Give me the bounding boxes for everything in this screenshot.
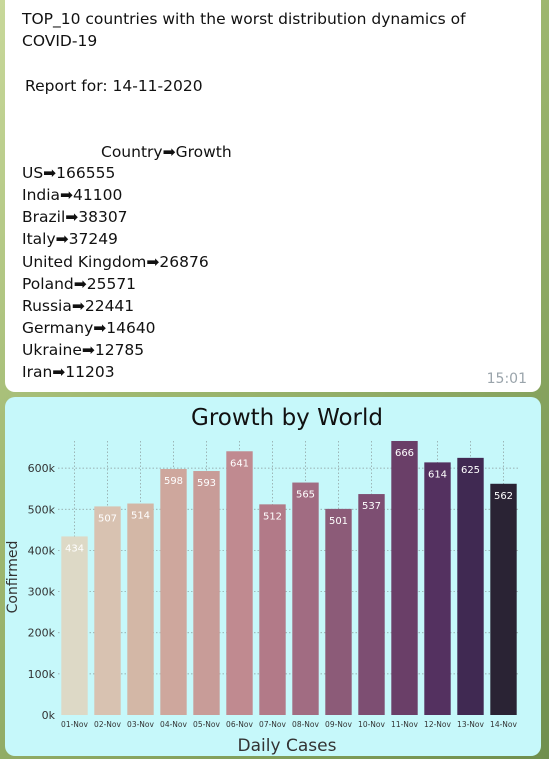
x-axis-label: Daily Cases — [238, 736, 337, 756]
bar-02-Nov — [94, 506, 121, 715]
bar-value-label: 614 — [428, 469, 447, 480]
y-tick-label: 400k — [28, 544, 56, 557]
message-title-line1: TOP_10 countries with the worst distribu… — [22, 10, 466, 28]
x-tick-label: 06-Nov — [226, 720, 253, 729]
bar-12-Nov — [424, 462, 451, 715]
chart-title: Growth by World — [191, 405, 383, 431]
x-tick-label: 11-Nov — [391, 720, 418, 729]
bar-value-label: 593 — [197, 478, 216, 489]
x-tick-label: 14-Nov — [490, 720, 517, 729]
bar-value-label: 598 — [164, 476, 183, 487]
chart-image[interactable]: Growth by World 0k 100k 200k 300k 400k 500k 600… — [5, 397, 541, 756]
report-date: Report for: 14-11-2020 — [25, 77, 203, 95]
list-item: Ukraine➡12785 — [22, 341, 145, 359]
x-tick-label: 13-Nov — [457, 720, 484, 729]
x-tick-label: 03-Nov — [127, 720, 154, 729]
x-tick-label: 01-Nov — [61, 720, 88, 729]
bar-13-Nov — [457, 457, 484, 715]
x-tick-label: 10-Nov — [358, 720, 385, 729]
bar-06-Nov — [226, 451, 253, 715]
y-tick-label: 600k — [28, 462, 56, 475]
list-item: Poland➡25571 — [22, 275, 137, 293]
bar-10-Nov — [358, 494, 385, 715]
x-tick-label: 07-Nov — [259, 720, 286, 729]
bar-value-label: 434 — [65, 543, 84, 554]
list-item: Italy➡37249 — [22, 230, 118, 248]
list-item: Germany➡14640 — [22, 319, 156, 337]
message-bubble: TOP_10 countries with the worst distribu… — [5, 0, 541, 392]
list-item: United Kingdom➡26876 — [22, 253, 209, 271]
x-tick-label: 09-Nov — [325, 720, 352, 729]
y-axis-label: Confirmed — [5, 541, 21, 614]
y-tick-label: 100k — [28, 668, 56, 681]
list-item: US➡166555 — [22, 164, 116, 182]
bar-value-label: 565 — [296, 490, 315, 501]
bar-value-label: 537 — [362, 501, 381, 512]
bar-04-Nov — [160, 468, 187, 715]
bar-07-Nov — [259, 504, 286, 715]
bar-value-label: 666 — [395, 448, 414, 459]
bar-value-label: 512 — [263, 511, 282, 522]
bar-value-label: 501 — [329, 516, 348, 527]
y-tick-label: 200k — [28, 627, 56, 640]
message-timestamp: 15:01 — [486, 371, 527, 387]
bar-05-Nov — [193, 471, 220, 715]
bar-03-Nov — [127, 503, 154, 715]
bar-14-Nov — [490, 483, 517, 715]
message-title-line2: COVID-19 — [22, 32, 98, 50]
bar-11-Nov — [391, 440, 418, 715]
bar-01-Nov — [61, 536, 88, 715]
bar-value-label: 625 — [461, 465, 480, 476]
list-item: Brazil➡38307 — [22, 208, 128, 226]
table-header: Country➡Growth — [101, 143, 232, 161]
x-tick-label: 02-Nov — [94, 720, 121, 729]
bar-value-label: 507 — [98, 513, 117, 524]
x-tick-label: 05-Nov — [193, 720, 220, 729]
x-tick-label: 12-Nov — [424, 720, 451, 729]
list-item: Russia➡22441 — [22, 297, 135, 315]
bar-value-label: 641 — [230, 458, 249, 469]
list-item: Iran➡11203 — [22, 363, 115, 381]
y-tick-label: 300k — [28, 586, 56, 599]
bar-chart: Growth by World 0k 100k 200k 300k 400k 500k 600… — [5, 405, 520, 756]
bar-value-label: 562 — [494, 491, 513, 502]
list-item: India➡41100 — [22, 186, 123, 204]
bar-value-label: 514 — [131, 511, 150, 522]
x-tick-label: 08-Nov — [292, 720, 319, 729]
y-tick-label: 500k — [28, 503, 56, 516]
bar-09-Nov — [325, 508, 352, 715]
x-tick-label: 04-Nov — [160, 720, 187, 729]
y-tick-label: 0k — [42, 709, 56, 722]
bar-08-Nov — [292, 482, 319, 715]
